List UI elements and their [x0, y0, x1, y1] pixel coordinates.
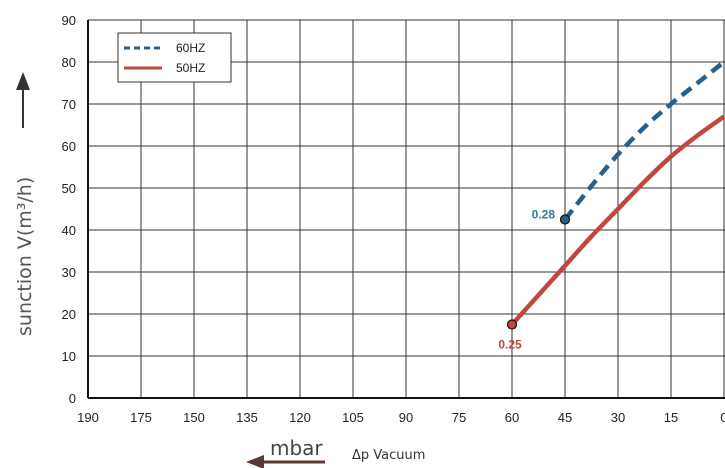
start-point-60hz [559, 214, 571, 225]
legend-label-60hz: 60HZ [176, 41, 205, 55]
annotation-60hz-start: 0.28 [532, 208, 556, 222]
y-tick-label: 40 [62, 223, 76, 238]
start-point-50hz [506, 319, 518, 330]
y-axis-arrow [16, 72, 30, 128]
x-tick-label: 190 [77, 410, 99, 425]
series-line-60hz [563, 60, 725, 221]
y-tick-label: 80 [62, 55, 76, 70]
x-tick-label: 60 [505, 410, 519, 425]
annotation-50hz-start: 0.25 [498, 338, 522, 352]
y-axis-label: sunction V(m³/h) [14, 177, 36, 336]
x-unit-arrow [246, 455, 325, 468]
y-tick-label: 30 [62, 265, 76, 280]
legend-label-50hz: 50HZ [176, 61, 205, 75]
y-tick-label: 50 [62, 181, 76, 196]
x-tick-label: 45 [558, 410, 572, 425]
y-tick-label: 20 [62, 307, 76, 322]
y-tick-label: 90 [62, 13, 76, 28]
x-tick-label: 30 [611, 410, 625, 425]
y-tick-label: 0 [69, 391, 76, 406]
x-tick-label: 0 [720, 410, 725, 425]
y-tick-label: 70 [62, 97, 76, 112]
x-tick-label: 15 [664, 410, 678, 425]
x-tick-label: 150 [183, 410, 205, 425]
axes [87, 20, 725, 399]
x-axis-unit: mbar [270, 436, 323, 460]
legend-box [117, 32, 232, 83]
tick-labels: 190 175 150 135 120 105 90 75 60 45 30 15 0010203040… [62, 13, 725, 425]
x-tick-label: 75 [452, 410, 466, 425]
x-tick-label: 135 [236, 410, 258, 425]
y-tick-label: 10 [62, 349, 76, 364]
x-tick-label: 90 [399, 410, 413, 425]
annotations: 0.28 0.25 [498, 208, 555, 352]
y-tick-label: 60 [62, 139, 76, 154]
legend: 60HZ 50HZ [117, 32, 232, 83]
series-line-50hz [510, 114, 725, 327]
x-tick-label: 175 [130, 410, 152, 425]
x-tick-label: 120 [289, 410, 311, 425]
series-lines [506, 60, 725, 330]
x-axis-label: Δp Vacuum [352, 448, 425, 463]
x-tick-label: 105 [342, 410, 364, 425]
